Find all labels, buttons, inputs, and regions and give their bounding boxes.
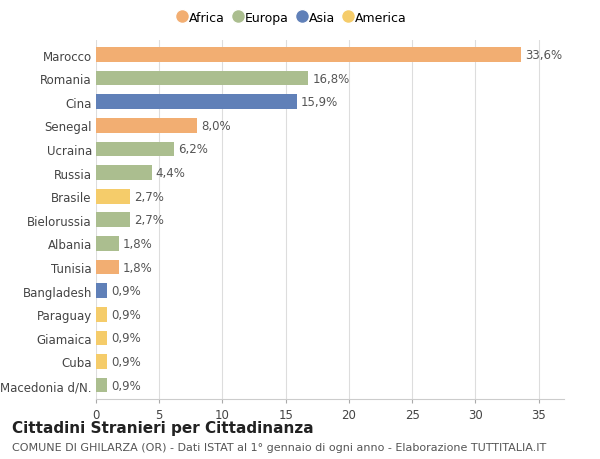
Text: 1,8%: 1,8%	[122, 237, 152, 250]
Text: 0,9%: 0,9%	[111, 379, 141, 392]
Bar	[96, 378, 107, 392]
Bar	[96, 119, 197, 134]
Bar	[96, 166, 152, 180]
Bar	[96, 260, 119, 275]
Text: 1,8%: 1,8%	[122, 261, 152, 274]
Text: 15,9%: 15,9%	[301, 96, 338, 109]
Text: 4,4%: 4,4%	[155, 167, 185, 179]
Bar	[96, 284, 107, 298]
Text: 0,9%: 0,9%	[111, 308, 141, 321]
Text: Cittadini Stranieri per Cittadinanza: Cittadini Stranieri per Cittadinanza	[12, 420, 314, 435]
Bar	[96, 48, 521, 63]
Bar	[96, 190, 130, 204]
Text: 8,0%: 8,0%	[201, 120, 230, 133]
Bar	[96, 236, 119, 251]
Text: 2,7%: 2,7%	[134, 214, 164, 227]
Bar	[96, 307, 107, 322]
Text: 0,9%: 0,9%	[111, 331, 141, 345]
Bar	[96, 72, 308, 86]
Text: 0,9%: 0,9%	[111, 285, 141, 297]
Bar	[96, 142, 175, 157]
Text: 16,8%: 16,8%	[312, 73, 350, 85]
Bar	[96, 213, 130, 228]
Legend: Africa, Europa, Asia, America: Africa, Europa, Asia, America	[179, 12, 406, 25]
Text: 33,6%: 33,6%	[525, 49, 562, 62]
Bar	[96, 354, 107, 369]
Text: COMUNE DI GHILARZA (OR) - Dati ISTAT al 1° gennaio di ogni anno - Elaborazione T: COMUNE DI GHILARZA (OR) - Dati ISTAT al …	[12, 442, 546, 452]
Bar	[96, 95, 297, 110]
Bar	[96, 331, 107, 345]
Text: 2,7%: 2,7%	[134, 190, 164, 203]
Text: 6,2%: 6,2%	[178, 143, 208, 156]
Text: 0,9%: 0,9%	[111, 355, 141, 368]
